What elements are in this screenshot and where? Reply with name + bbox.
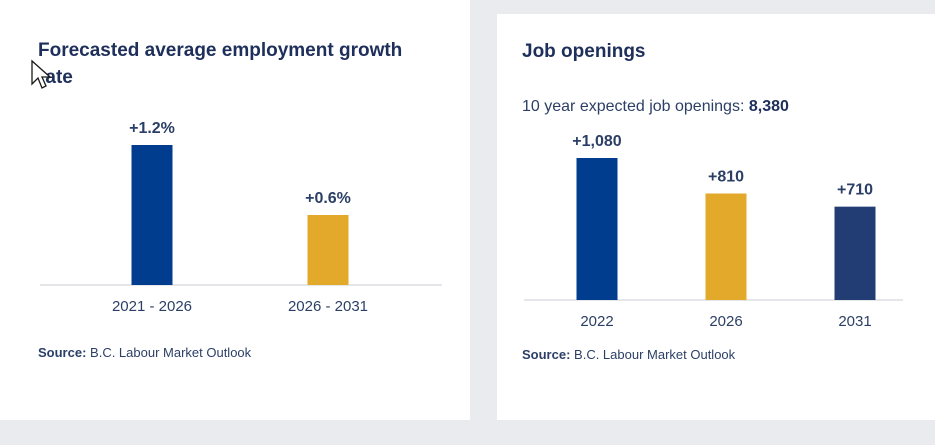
x-tick-label-2: 2031 — [838, 313, 871, 330]
data-label-1: +0.6% — [305, 190, 351, 207]
job-openings-subtitle: 10 year expected job openings: 8,380 — [522, 98, 789, 116]
employment-growth-card: Forecasted average employment growth rat… — [0, 0, 470, 420]
employment-growth-chart: +1.2% 2021 - 2026 +0.6% 2026 - 2031 — [40, 120, 442, 315]
subtitle-prefix: 10 year expected job openings: — [522, 98, 745, 115]
data-label-1: +810 — [708, 169, 744, 186]
job-openings-chart: +1,080 2022 +810 2026 +710 2031 — [524, 133, 903, 330]
job-openings-title: Job openings — [522, 41, 646, 62]
x-tick-label-1: 2026 — [709, 313, 742, 330]
job-openings-source: Source: B.C. Labour Market Outlook — [522, 347, 735, 362]
x-tick-label-1: 2026 - 2031 — [288, 298, 368, 315]
bar-0 — [576, 158, 618, 300]
source-text: B.C. Labour Market Outlook — [574, 347, 736, 362]
x-tick-label-0: 2022 — [580, 313, 613, 330]
source-label: Source: — [38, 345, 87, 360]
bar-0 — [131, 145, 173, 285]
employment-growth-source: Source: B.C. Labour Market Outlook — [38, 345, 251, 360]
data-label-0: +1.2% — [129, 120, 175, 137]
x-tick-label-0: 2021 - 2026 — [112, 298, 192, 315]
employment-growth-title: Forecasted average employment growth rat… — [38, 40, 403, 88]
source-text: B.C. Labour Market Outlook — [90, 345, 252, 360]
job-openings-card: Job openings 10 year expected job openin… — [497, 14, 935, 420]
subtitle-value: 8,380 — [748, 98, 789, 115]
bar-1 — [307, 215, 349, 285]
bar-1 — [705, 193, 747, 300]
bar-2 — [834, 206, 876, 300]
mouse-pointer-icon — [31, 59, 52, 89]
data-label-0: +1,080 — [572, 133, 621, 150]
data-label-2: +710 — [837, 182, 873, 199]
source-label: Source: — [522, 347, 571, 362]
